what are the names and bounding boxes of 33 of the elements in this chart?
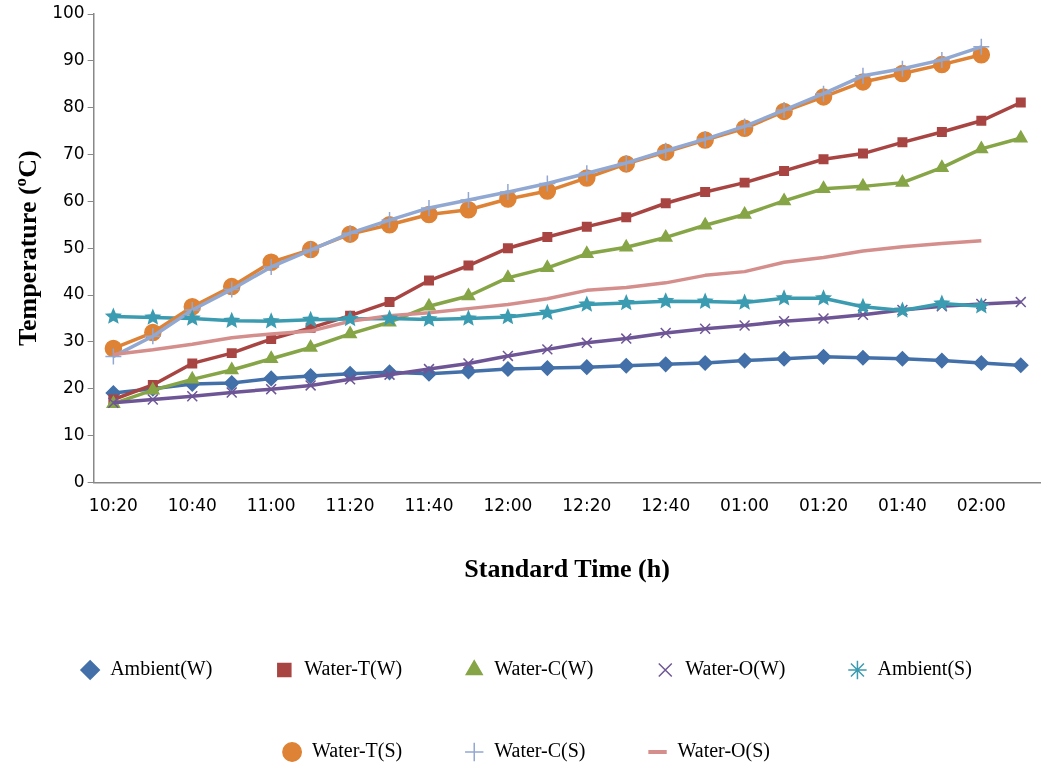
legend-label: Water-O(W) <box>685 657 786 681</box>
x-axis-title: Standard Time (h) <box>464 554 670 584</box>
y-tick-label: 50 <box>63 236 85 257</box>
x-tick-label: 11:40 <box>404 495 454 516</box>
x-tick-label: 01:40 <box>877 495 927 516</box>
y-tick-label: 10 <box>63 423 85 444</box>
legend-label: Ambient(W) <box>110 657 213 681</box>
legend-label: Water-T(S) <box>312 739 403 763</box>
x-tick-label: 12:00 <box>483 495 533 516</box>
x-tick-label: 11:00 <box>246 495 296 516</box>
y-tick-label: 100 <box>52 2 85 23</box>
x-tick-label: 01:00 <box>720 495 770 516</box>
x-tick-label: 01:20 <box>799 495 849 516</box>
legend-label: Water-C(S) <box>494 739 586 763</box>
x-tick-label: 02:00 <box>956 495 1006 516</box>
x-tick-label: 12:40 <box>641 495 691 516</box>
x-tick-label: 10:20 <box>88 495 138 516</box>
y-tick-label: 90 <box>63 49 85 70</box>
y-tick-label: 80 <box>63 96 85 117</box>
y-tick-label: 60 <box>63 189 85 210</box>
y-tick-label: 20 <box>63 377 85 398</box>
x-tick-label: 12:20 <box>562 495 612 516</box>
y-tick-label: 40 <box>63 283 85 304</box>
legend-label: Water-C(W) <box>494 657 594 681</box>
y-tick-label: 70 <box>63 142 85 163</box>
x-tick-label: 10:40 <box>167 495 217 516</box>
legend-label: Water-T(W) <box>304 657 403 681</box>
y-tick-label: 0 <box>73 470 85 491</box>
legend-label: Water-O(S) <box>677 739 770 763</box>
x-tick-label: 11:20 <box>325 495 375 516</box>
y-tick-label: 30 <box>63 330 85 351</box>
legend-label: Ambient(S) <box>877 657 972 681</box>
y-axis-title: Temperature (ºC) <box>13 150 43 346</box>
